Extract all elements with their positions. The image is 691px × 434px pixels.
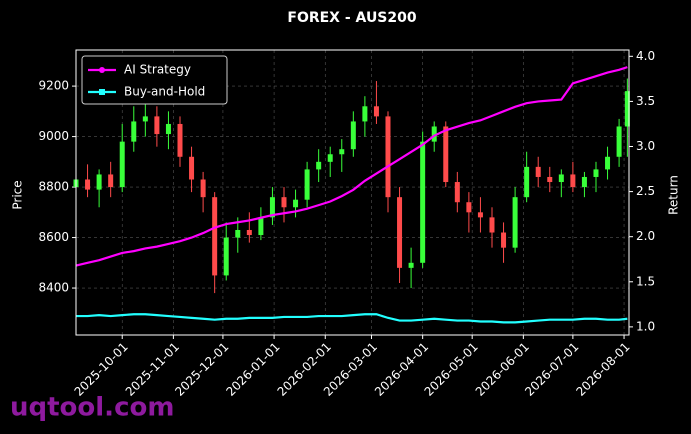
candle-body (477, 212, 483, 218)
x-tick-label: 2026-01-01 (223, 340, 282, 399)
candle-body (558, 174, 564, 183)
legend-label: AI Strategy (124, 63, 191, 77)
x-tick-label: 2025-10-01 (72, 340, 131, 399)
candle-body (373, 106, 379, 117)
candle-body (605, 156, 611, 170)
candle-body (142, 116, 148, 122)
candle-body (512, 197, 518, 248)
candle-body (350, 121, 356, 150)
candle-body (304, 169, 310, 200)
y2-tick-label: 3.0 (636, 139, 655, 153)
candle-body (200, 179, 206, 198)
y-tick-label: 9200 (38, 79, 69, 93)
candle-body (397, 197, 403, 268)
candle-body (223, 237, 229, 276)
candle-body (431, 126, 437, 142)
candle-body (327, 154, 333, 162)
candle-body (535, 166, 541, 177)
candle-body (189, 156, 195, 180)
legend: AI Strategy Buy-and-Hold (81, 55, 228, 105)
y-tick-label: 8400 (38, 281, 69, 295)
candle-body (293, 199, 299, 208)
candle-body (466, 202, 472, 213)
candle-body (165, 123, 171, 135)
candle-body (616, 126, 622, 157)
candle-body (624, 91, 630, 127)
candle-body (281, 197, 287, 208)
candle-body (547, 176, 553, 183)
candle-body (85, 179, 91, 190)
candle-body (593, 169, 599, 177)
candle-body (454, 182, 460, 203)
candle-body (489, 217, 495, 233)
candle-body (96, 174, 102, 190)
y2-tick-label: 1.0 (636, 319, 655, 333)
candle-body (408, 262, 414, 268)
candle-body (581, 176, 587, 188)
y2-tick-label: 3.5 (636, 94, 655, 108)
x-tick-label: 2025-12-01 (172, 340, 231, 399)
y-tick-label: 8800 (38, 180, 69, 194)
x-tick-label: 2026-05-01 (422, 340, 481, 399)
y2-tick-label: 2.0 (636, 229, 655, 243)
candle-body (501, 232, 507, 248)
y-tick-label: 8600 (38, 230, 69, 244)
return-line (76, 313, 628, 324)
legend-marker (99, 89, 105, 95)
candle-body (269, 197, 275, 218)
candle-body (339, 149, 345, 155)
y-axis-label: Price (11, 180, 25, 209)
y2-tick-label: 1.5 (636, 274, 655, 288)
return-line (75, 66, 628, 267)
candle-body (443, 126, 449, 183)
candle-body (258, 217, 264, 236)
x-tick-label: 2026-08-01 (573, 340, 632, 399)
candle-body (316, 161, 322, 170)
candle-body (524, 166, 530, 198)
y2-tick-label: 2.5 (636, 184, 655, 198)
plot-frame (75, 49, 630, 336)
watermark: uqtool.com (10, 393, 174, 423)
candle-body (154, 116, 160, 135)
candle-body (385, 116, 391, 198)
candle-body (570, 174, 576, 188)
candle-body (108, 174, 114, 188)
candle-body (212, 197, 218, 276)
x-tick-label: 2026-07-01 (522, 340, 581, 399)
chart-title: FOREX - AUS200 (287, 10, 416, 26)
legend-box (81, 55, 228, 105)
candle-body (131, 121, 137, 142)
y-tick-label: 9000 (38, 129, 69, 143)
candle-body (119, 141, 125, 188)
legend-label: Buy-and-Hold (124, 85, 205, 99)
candle-body (246, 229, 252, 236)
y2-tick-label: 4.0 (636, 49, 655, 63)
candle-body (235, 229, 241, 238)
candle-body (362, 106, 368, 122)
legend-marker (99, 67, 105, 73)
candle-body (177, 123, 183, 157)
y2-axis-label: Return (667, 175, 681, 215)
candle-body (420, 141, 426, 263)
